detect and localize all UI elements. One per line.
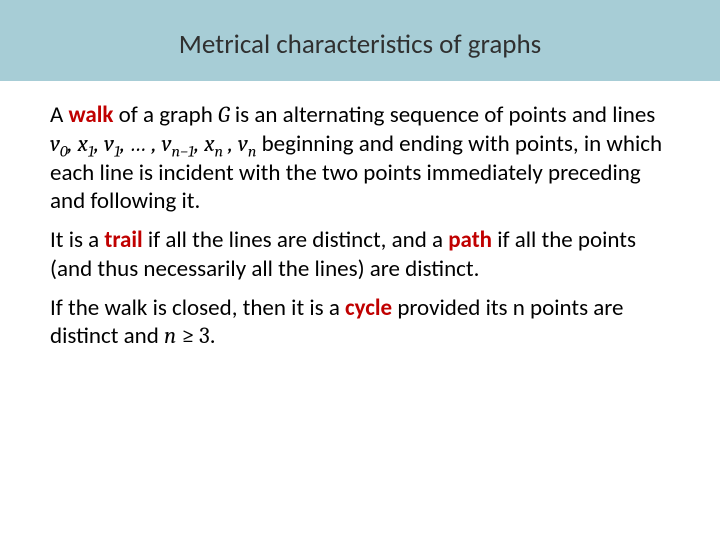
math-n-ge-3: n ≥ 3 (164, 322, 210, 349)
text: It is a (50, 226, 104, 254)
text: . (210, 322, 216, 350)
paragraph-walk: A walk of a graph G is an alternating se… (50, 101, 670, 216)
math-G: G (218, 101, 230, 128)
slide-body: A walk of a graph G is an alternating se… (0, 81, 720, 351)
term-cycle: cycle (345, 294, 392, 322)
slide: Metrical characteristics of graphs A wal… (0, 0, 720, 540)
term-path: path (448, 226, 492, 254)
math-seq: v0, x1, v1, … , vn−1, xn , vn (50, 130, 256, 157)
paragraph-cycle: If the walk is closed, then it is a cycl… (50, 294, 670, 352)
title-bar: Metrical characteristics of graphs (0, 0, 720, 81)
term-trail: trail (104, 226, 142, 254)
text: if all the lines are distinct, and a (143, 226, 449, 254)
text: of a graph (113, 101, 218, 129)
slide-title: Metrical characteristics of graphs (179, 28, 541, 61)
text: If the walk is closed, then it is a (50, 294, 345, 322)
paragraph-trail-path: It is a trail if all the lines are disti… (50, 226, 670, 284)
text: A (50, 101, 69, 129)
text: is an alternating sequence of points and… (230, 101, 656, 129)
term-walk: walk (69, 101, 114, 129)
